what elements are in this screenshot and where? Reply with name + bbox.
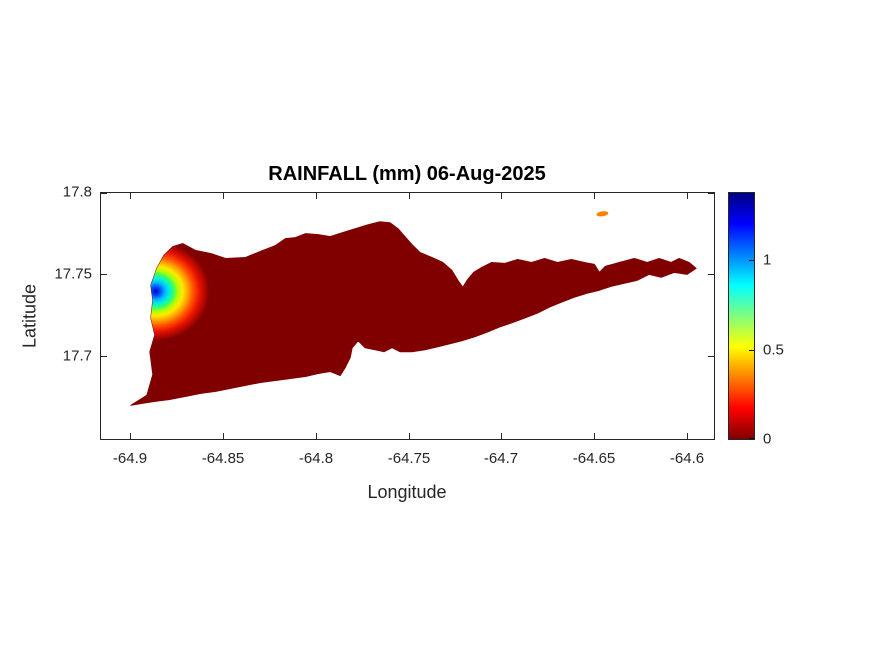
tick-mark [223, 193, 224, 199]
tick-mark [594, 433, 595, 439]
tick-mark [101, 356, 107, 357]
y-tick-label: 17.7 [62, 347, 92, 365]
tick-mark [708, 193, 714, 194]
plot-area [100, 192, 715, 440]
x-tick-label: -64.8 [298, 450, 334, 467]
colorbar-tick [749, 260, 754, 261]
rainfall-hotspot [130, 241, 210, 341]
plot-title: RAINFALL (mm) 06-Aug-2025 [268, 163, 546, 185]
tick-mark [409, 433, 410, 439]
tick-mark [223, 433, 224, 439]
tick-mark [708, 274, 714, 275]
colorbar [728, 192, 755, 440]
tick-mark [409, 193, 410, 199]
tick-mark [594, 193, 595, 199]
island-map [130, 211, 697, 406]
tick-mark [687, 433, 688, 439]
tick-mark [708, 356, 714, 357]
y-axis-label: Latitude [19, 283, 40, 349]
tick-mark [101, 274, 107, 275]
colorbar-tick-label: 0 [763, 430, 772, 448]
island-shape [130, 221, 697, 406]
x-tick-label: -64.75 [387, 450, 431, 467]
rainfall-speck [596, 211, 609, 217]
tick-mark [130, 433, 131, 439]
tick-mark [316, 433, 317, 439]
x-tick-label: -64.65 [572, 450, 616, 467]
tick-mark [501, 193, 502, 199]
x-tick-label: -64.6 [669, 450, 705, 467]
colorbar-tick-label: 1 [763, 251, 772, 269]
x-axis-label: Longitude [367, 482, 447, 502]
tick-mark [101, 193, 107, 194]
tick-mark [130, 193, 131, 199]
x-tick-label: -64.9 [112, 450, 148, 467]
tick-mark [501, 433, 502, 439]
tick-mark [687, 193, 688, 199]
colorbar-tick-label: 0.5 [763, 341, 784, 359]
y-tick-label: 17.8 [62, 183, 92, 201]
colorbar-tick [749, 350, 754, 351]
tick-mark [316, 193, 317, 199]
colorbar-tick [749, 438, 754, 439]
x-tick-label: -64.7 [483, 450, 519, 467]
x-tick-label: -64.85 [201, 450, 245, 467]
y-tick-label: 17.75 [54, 265, 92, 283]
